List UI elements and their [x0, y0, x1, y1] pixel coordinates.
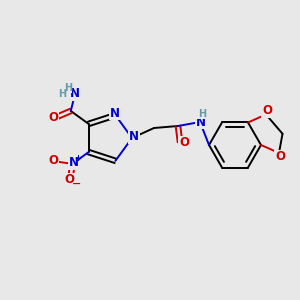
- Text: H: H: [58, 89, 66, 99]
- Text: O: O: [262, 104, 272, 117]
- Text: O: O: [275, 151, 285, 164]
- Text: +: +: [74, 154, 81, 164]
- Text: O: O: [179, 136, 189, 149]
- Text: N: N: [196, 116, 206, 128]
- Text: N: N: [110, 107, 119, 120]
- Text: H: H: [198, 109, 206, 119]
- Text: H: H: [64, 83, 72, 93]
- Text: O: O: [64, 173, 74, 186]
- Text: N: N: [129, 130, 139, 143]
- Text: N: N: [70, 88, 80, 100]
- Text: O: O: [49, 112, 59, 124]
- Text: N: N: [68, 156, 78, 170]
- Text: −: −: [72, 179, 81, 189]
- Text: O: O: [48, 154, 59, 167]
